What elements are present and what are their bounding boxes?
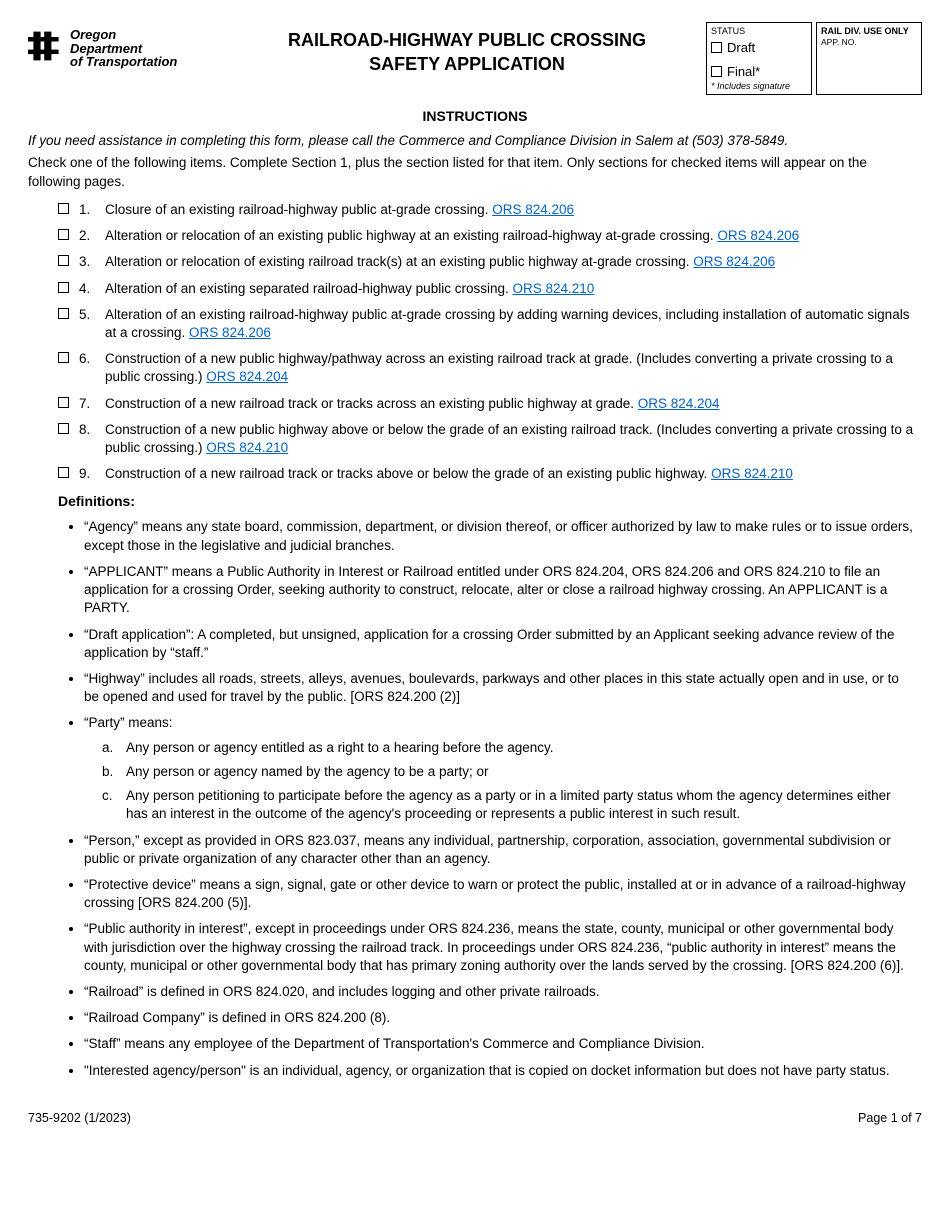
option-text: Alteration or relocation of an existing …: [105, 227, 922, 245]
instructions-heading: INSTRUCTIONS: [28, 107, 922, 126]
definition-item: "Interested agency/person" is an individ…: [84, 1062, 916, 1080]
final-label: Final*: [727, 63, 760, 81]
option-number: 8.: [79, 421, 95, 439]
option-text: Alteration of an existing railroad-highw…: [105, 306, 922, 342]
sub-letter: a.: [102, 739, 118, 757]
ors-link[interactable]: ORS 824.210: [206, 440, 288, 455]
draft-label: Draft: [727, 39, 755, 57]
ors-link[interactable]: ORS 824.206: [693, 254, 775, 269]
form-title: RAILROAD-HIGHWAY PUBLIC CROSSING SAFETY …: [238, 22, 696, 77]
status-note: * Includes signature: [711, 80, 807, 92]
party-subitem: a. Any person or agency entitled as a rig…: [102, 739, 916, 757]
option-text: Construction of a new public highway abo…: [105, 421, 922, 457]
option-number: 4.: [79, 280, 95, 298]
title-line2: SAFETY APPLICATION: [238, 52, 696, 76]
option-text: Construction of a new public highway/pat…: [105, 350, 922, 386]
draft-checkbox[interactable]: [711, 42, 722, 53]
option-checkbox[interactable]: [58, 467, 69, 478]
option-checkbox[interactable]: [58, 352, 69, 363]
option-text: Construction of a new railroad track or …: [105, 395, 922, 413]
ors-link[interactable]: ORS 824.206: [492, 202, 574, 217]
option-number: 2.: [79, 227, 95, 245]
definition-item: “Staff” means any employee of the Depart…: [84, 1035, 916, 1053]
definitions-list: “Agency” means any state board, commissi…: [84, 518, 922, 1079]
options-list: 1. Closure of an existing railroad-highwa…: [58, 201, 922, 484]
logo-line1: Oregon: [70, 28, 177, 42]
odot-logo-icon: [28, 28, 64, 69]
sub-letter: c.: [102, 787, 118, 823]
option-text: Alteration of an existing separated rail…: [105, 280, 922, 298]
page-number: Page 1 of 7: [858, 1110, 922, 1127]
header: Oregon Department of Transportation RAIL…: [28, 22, 922, 95]
option-item: 2. Alteration or relocation of an existin…: [58, 227, 922, 245]
option-item: 4. Alteration of an existing separated ra…: [58, 280, 922, 298]
definition-item: “Agency” means any state board, commissi…: [84, 518, 916, 554]
option-text: Construction of a new railroad track or …: [105, 465, 922, 483]
option-number: 6.: [79, 350, 95, 368]
party-subitem: c.Any person petitioning to participate …: [102, 787, 916, 823]
option-number: 7.: [79, 395, 95, 413]
option-number: 9.: [79, 465, 95, 483]
definition-item: “APPLICANT” means a Public Authority in …: [84, 563, 916, 618]
status-title: STATUS: [711, 25, 807, 37]
ors-link[interactable]: ORS 824.210: [512, 281, 594, 296]
rail-title: RAIL DIV. USE ONLY: [821, 25, 917, 37]
definition-item: “Person,” except as provided in ORS 823.…: [84, 832, 916, 868]
option-checkbox[interactable]: [58, 423, 69, 434]
option-item: 6. Construction of a new public highway/p…: [58, 350, 922, 386]
status-box: STATUS Draft Final* * Includes signature: [706, 22, 812, 95]
option-checkbox[interactable]: [58, 308, 69, 319]
option-number: 3.: [79, 253, 95, 271]
definition-item-party: “Party” means:a.Any person or agency ent…: [84, 714, 916, 823]
ors-link[interactable]: ORS 824.204: [206, 369, 288, 384]
option-checkbox[interactable]: [58, 282, 69, 293]
option-number: 1.: [79, 201, 95, 219]
party-subitem: b. Any person or agency named by the agen…: [102, 763, 916, 781]
header-boxes: STATUS Draft Final* * Includes signature…: [706, 22, 922, 95]
definition-item: “Railroad Company” is defined in ORS 824…: [84, 1009, 916, 1027]
option-checkbox[interactable]: [58, 229, 69, 240]
title-line1: RAILROAD-HIGHWAY PUBLIC CROSSING: [238, 28, 696, 52]
option-item: 7. Construction of a new railroad track o…: [58, 395, 922, 413]
ors-link[interactable]: ORS 824.206: [189, 325, 271, 340]
agency-logo: Oregon Department of Transportation: [28, 22, 228, 69]
option-checkbox[interactable]: [58, 397, 69, 408]
sub-text: Any person or agency entitled as a right…: [126, 739, 554, 757]
option-checkbox[interactable]: [58, 203, 69, 214]
ors-link[interactable]: ORS 824.210: [711, 466, 793, 481]
appno-label: APP. NO.: [821, 37, 917, 48]
option-text: Alteration or relocation of existing rai…: [105, 253, 922, 271]
definition-item: “Public authority in interest”, except i…: [84, 920, 916, 975]
option-item: 1. Closure of an existing railroad-highwa…: [58, 201, 922, 219]
definition-item: “Highway” includes all roads, streets, a…: [84, 670, 916, 706]
option-checkbox[interactable]: [58, 255, 69, 266]
rail-div-box: RAIL DIV. USE ONLY APP. NO.: [816, 22, 922, 95]
sub-text: Any person or agency named by the agency…: [126, 763, 488, 781]
form-number: 735-9202 (1/2023): [28, 1110, 131, 1127]
option-text: Closure of an existing railroad-highway …: [105, 201, 922, 219]
option-number: 5.: [79, 306, 95, 324]
option-item: 8. Construction of a new public highway a…: [58, 421, 922, 457]
ors-link[interactable]: ORS 824.206: [717, 228, 799, 243]
logo-line2: Department: [70, 42, 177, 56]
definition-item: “Railroad” is defined in ORS 824.020, an…: [84, 983, 916, 1001]
definition-item: “Draft application”: A completed, but un…: [84, 626, 916, 662]
final-checkbox[interactable]: [711, 66, 722, 77]
sub-text: Any person petitioning to participate be…: [126, 787, 916, 823]
intro-text: Check one of the following items. Comple…: [28, 154, 922, 190]
sub-letter: b.: [102, 763, 118, 781]
logo-line3: of Transportation: [70, 55, 177, 69]
definition-item: “Protective device” means a sign, signal…: [84, 876, 916, 912]
option-item: 5. Alteration of an existing railroad-hig…: [58, 306, 922, 342]
definitions-heading: Definitions:: [58, 492, 922, 511]
footer: 735-9202 (1/2023) Page 1 of 7: [28, 1110, 922, 1127]
intro-italic: If you need assistance in completing thi…: [28, 132, 922, 150]
ors-link[interactable]: ORS 824.204: [638, 396, 720, 411]
option-item: 3. Alteration or relocation of existing r…: [58, 253, 922, 271]
option-item: 9. Construction of a new railroad track o…: [58, 465, 922, 483]
